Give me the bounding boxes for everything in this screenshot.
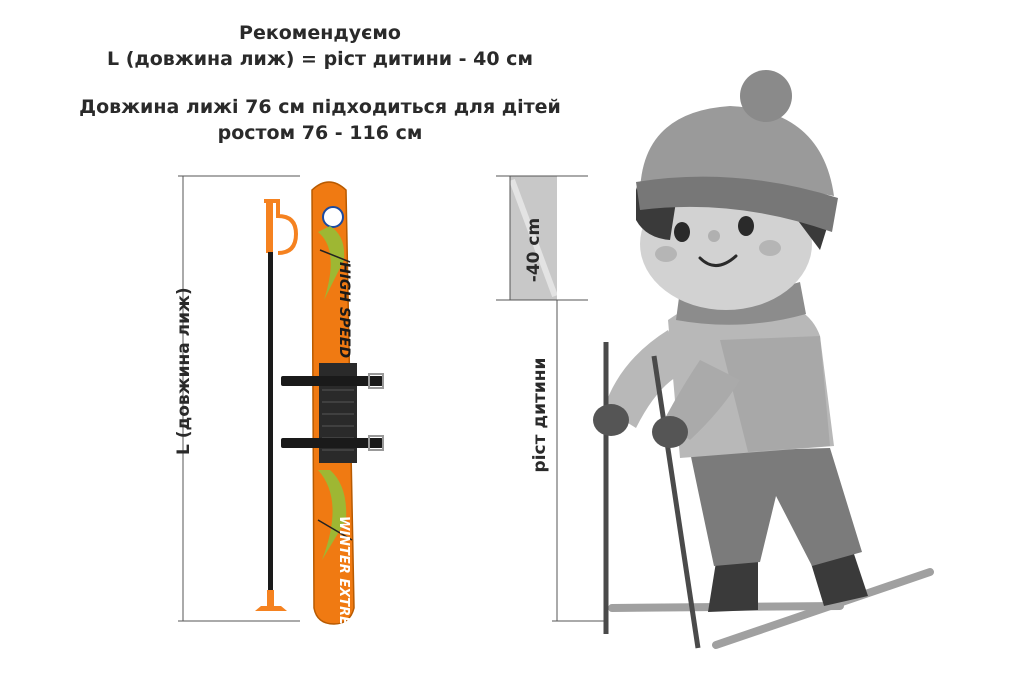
- binding-strap-top: [281, 376, 383, 386]
- child-height-measure: [496, 175, 606, 622]
- ski-bottom-graphic: WINTER EXTREME: [336, 516, 351, 647]
- ski-pole: [255, 199, 299, 611]
- binding-strap-bottom: [281, 438, 383, 448]
- child-height-label: ріст дитини: [530, 357, 550, 473]
- ski-length-measure: [178, 175, 300, 622]
- heading-line-4: ростом 76 - 116 см: [217, 122, 423, 144]
- heading-line-3: Довжина лижі 76 см підходиться для дітей: [79, 96, 561, 118]
- ski-emblem: [322, 206, 344, 228]
- minus-40-label: -40 cm: [524, 217, 544, 283]
- heading-line-1: Рекомендуємо: [239, 22, 401, 44]
- suitability-note: Довжина лижі 76 см підходиться для дітей…: [60, 94, 580, 146]
- child-skier-illustration: [593, 70, 934, 649]
- heading-line-2: L (довжина лиж) = ріст дитини - 40 см: [107, 48, 533, 70]
- ski-length-label: L (довжина лиж): [174, 287, 194, 455]
- ski-top-graphic: HIGH SPEED: [336, 262, 352, 358]
- ski: HIGH SPEED WINTER EXTREME: [281, 181, 384, 647]
- recommendation-heading: Рекомендуємо L (довжина лиж) = ріст дити…: [60, 20, 580, 72]
